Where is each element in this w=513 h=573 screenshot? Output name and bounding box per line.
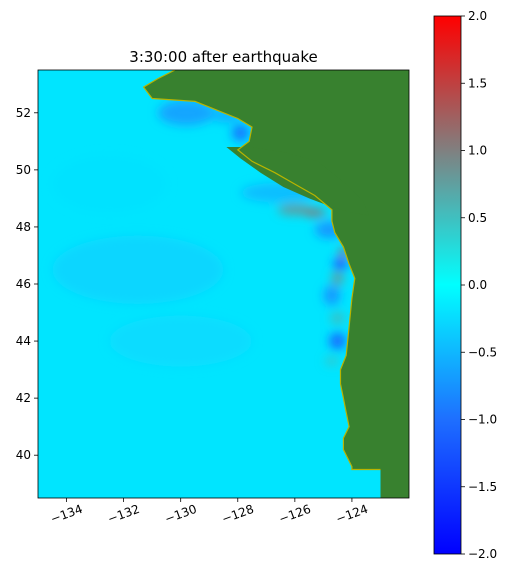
y-axis: 40 42 44 46 48 50 52 xyxy=(16,106,38,462)
colorbar-tick-label: 1.0 xyxy=(468,144,487,158)
colorbar-tick-label: 2.0 xyxy=(468,9,487,23)
map-area xyxy=(38,70,409,498)
x-tick-label: −130 xyxy=(163,502,199,526)
anomaly-12 xyxy=(329,332,347,350)
x-tick-label: −128 xyxy=(220,502,256,526)
y-tick-label: 52 xyxy=(16,106,31,120)
y-tick-label: 46 xyxy=(16,277,31,291)
anomaly-10 xyxy=(323,285,341,306)
colorbar-tick-label: 0.5 xyxy=(468,211,487,225)
anomaly-0 xyxy=(157,99,215,126)
anomaly-5 xyxy=(303,208,327,217)
chart-title: 3:30:00 after earthquake xyxy=(129,48,317,66)
colorbar-tick-label: −1.0 xyxy=(468,413,497,427)
anomaly-2 xyxy=(232,124,250,142)
x-tick-label: −124 xyxy=(334,502,370,526)
x-tick-label: −134 xyxy=(49,502,85,526)
colorbar-tick-label: −2.0 xyxy=(468,547,497,561)
vancouver-island xyxy=(226,147,369,216)
y-tick-label: 48 xyxy=(16,220,31,234)
anomaly-18 xyxy=(109,315,253,367)
anomaly-11 xyxy=(330,312,345,324)
colorbar-tick-label: 0.0 xyxy=(468,278,487,292)
colorbar-tick-label: −1.5 xyxy=(468,480,497,494)
colorbar-axis: 2.0 1.5 1.0 0.5 0.0 −0.5 −1.0 −1.5 −2.0 xyxy=(461,9,497,561)
anomaly-17 xyxy=(52,235,224,304)
land-mass xyxy=(143,70,409,498)
anomaly-4 xyxy=(277,204,312,215)
x-tick-label: −126 xyxy=(277,502,313,526)
anomaly-13 xyxy=(324,356,340,366)
y-tick-label: 44 xyxy=(16,334,31,348)
colorbar-tick-label: −0.5 xyxy=(468,345,497,359)
anomaly-19 xyxy=(52,155,167,213)
x-axis: −134 −132 −130 −128 −126 −124 xyxy=(49,498,370,526)
y-tick-label: 40 xyxy=(16,448,31,462)
y-tick-label: 50 xyxy=(16,163,31,177)
colorbar-tick-label: 1.5 xyxy=(468,76,487,90)
shoreline xyxy=(142,70,381,471)
y-tick-label: 42 xyxy=(16,391,31,405)
anomaly-8 xyxy=(333,258,348,270)
x-tick-label: −132 xyxy=(106,502,142,526)
anomaly-9 xyxy=(331,271,344,286)
colorbar xyxy=(433,15,462,555)
